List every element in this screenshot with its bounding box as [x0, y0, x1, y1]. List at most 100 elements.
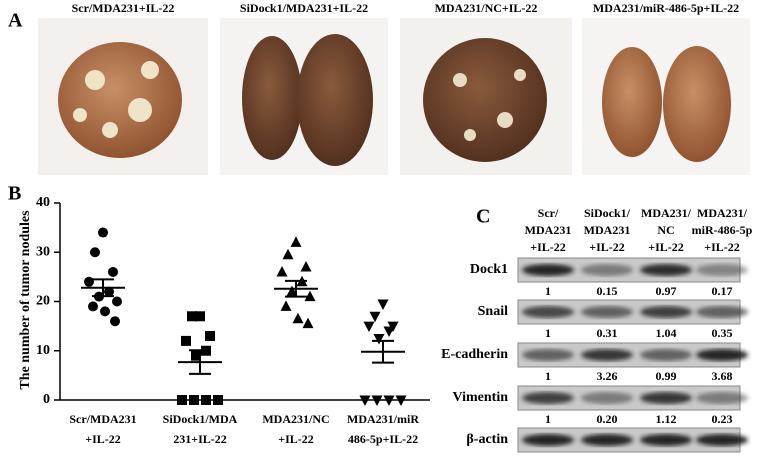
quant-value: 0.20: [597, 412, 618, 426]
data-point: [100, 306, 110, 317]
data-point: [383, 326, 395, 338]
x-tick-label: MDA231/NC: [262, 412, 329, 426]
quant-value: 3.26: [597, 369, 618, 383]
row-label: Vimentin: [453, 390, 509, 405]
row-label: E-cadherin: [441, 347, 508, 362]
column-header: miR-486-5p: [692, 223, 753, 237]
data-point: [108, 266, 118, 277]
quant-value: 0.97: [656, 284, 677, 298]
data-point: [302, 317, 314, 329]
column-header: +IL-22: [589, 240, 625, 254]
blot-band: [696, 392, 748, 404]
data-point: [110, 316, 120, 327]
blot-band: [581, 306, 633, 318]
blot-band: [696, 349, 748, 361]
blot-band: [696, 264, 748, 276]
data-point: [369, 311, 381, 323]
quant-value: 0.23: [712, 412, 733, 426]
quant-value: 1.12: [656, 412, 677, 426]
blot-band: [640, 392, 692, 404]
data-point: [377, 299, 389, 310]
column-header: MDA231: [584, 223, 631, 237]
data-point: [359, 395, 371, 406]
row-label: Dock1: [470, 262, 508, 277]
data-point: [282, 248, 294, 260]
data-point: [195, 311, 205, 322]
x-tick-label: +IL-22: [85, 432, 121, 446]
column-header: MDA231/: [641, 206, 692, 220]
x-tick-label: Scr/MDA231: [69, 412, 136, 426]
data-point: [395, 395, 407, 406]
data-point: [104, 286, 114, 297]
x-tick-label: 231+IL-22: [173, 432, 227, 446]
data-point: [88, 301, 98, 312]
blot-band: [522, 434, 574, 446]
blot-band: [640, 349, 692, 361]
data-point: [177, 395, 187, 405]
row-label: β-actin: [466, 432, 508, 447]
blot-band: [696, 306, 748, 318]
column-header: +IL-22: [530, 240, 566, 254]
quant-value: 0.15: [597, 284, 618, 298]
data-point: [292, 312, 304, 324]
panel-letter: C: [476, 206, 490, 228]
y-tick-label: 10: [36, 343, 50, 358]
blot-band: [581, 392, 633, 404]
blot-band: [696, 434, 748, 446]
quant-value: 1: [545, 284, 551, 298]
column-header: NC: [657, 223, 674, 237]
y-tick-label: 40: [36, 195, 50, 210]
quant-value: 0.99: [656, 369, 677, 383]
y-tick-label: 20: [36, 294, 50, 309]
x-tick-label: 486-5p+IL-22: [348, 432, 418, 446]
y-axis-label: The number of tumor nodules: [18, 210, 33, 390]
quant-value: 3.68: [712, 369, 733, 383]
column-header: MDA231: [525, 223, 572, 237]
western-blot: [517, 257, 748, 453]
photo-label: MDA231/NC+IL-22: [435, 1, 538, 15]
data-point: [84, 276, 94, 287]
column-header: Scr/: [538, 206, 559, 220]
x-tick-label: MDA231/miR: [347, 412, 419, 426]
blot-band: [522, 264, 574, 276]
data-point: [373, 333, 385, 345]
panel-letter: B: [8, 183, 21, 205]
quant-value: 0.35: [712, 326, 733, 340]
blot-band: [581, 264, 633, 276]
data-point: [276, 265, 288, 277]
data-point: [383, 395, 395, 406]
data-point: [363, 321, 375, 333]
data-point: [189, 395, 199, 405]
y-tick-label: 0: [43, 392, 50, 407]
data-point: [201, 395, 211, 405]
column-header: +IL-22: [648, 240, 684, 254]
photo-panel: [38, 18, 750, 175]
blot-band: [640, 264, 692, 276]
data-point: [112, 296, 122, 307]
quant-value: 1: [545, 412, 551, 426]
x-tick-label: +IL-22: [278, 432, 314, 446]
data-point: [280, 300, 292, 311]
blot-band: [522, 349, 574, 361]
column-header: SiDock1/: [584, 206, 631, 220]
blot-band: [522, 306, 574, 318]
column-header: MDA231/: [697, 206, 748, 220]
data-point: [213, 395, 223, 405]
data-point: [304, 290, 316, 302]
data-point: [205, 330, 215, 341]
data-point: [300, 261, 312, 272]
data-point: [371, 395, 383, 406]
quant-value: 1.04: [656, 326, 677, 340]
blot-band: [581, 349, 633, 361]
blot-band: [640, 306, 692, 318]
column-header: +IL-22: [704, 240, 740, 254]
data-point: [191, 350, 201, 361]
quant-value: 1: [545, 326, 551, 340]
photo-label: Scr/MDA231+IL-22: [72, 1, 175, 15]
data-point: [98, 227, 108, 238]
data-point: [286, 285, 298, 297]
data-point: [90, 247, 100, 258]
data-point: [290, 236, 302, 247]
quant-value: 0.31: [597, 326, 618, 340]
